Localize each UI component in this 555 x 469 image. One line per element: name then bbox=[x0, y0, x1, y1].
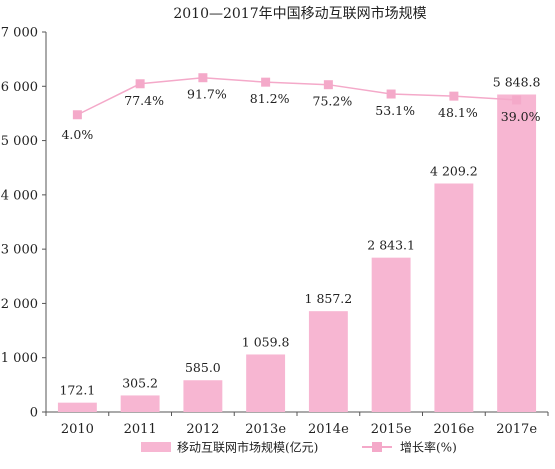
axes: 0 1 000 2 000 3 000 4 000 5 000 6 000 7 000 2010… bbox=[1, 26, 549, 437]
bar bbox=[371, 257, 411, 412]
legend-label-line: 增长率(%) bbox=[400, 440, 457, 455]
growth-value-label: 53.1% bbox=[375, 103, 415, 118]
bar bbox=[120, 395, 160, 412]
x-tick-label: 2010 bbox=[61, 422, 94, 437]
bar bbox=[497, 94, 537, 412]
y-tick-label: 2 000 bbox=[1, 297, 38, 312]
x-tick-label: 2016e bbox=[433, 422, 474, 437]
growth-value-label: 77.4% bbox=[124, 93, 164, 108]
growth-value-label: 91.7% bbox=[187, 87, 227, 102]
bar-value-label: 1 059.8 bbox=[242, 334, 290, 349]
legend: 移动互联网市场规模(亿元) 增长率(%) bbox=[141, 440, 457, 455]
bar-value-label: 172.1 bbox=[59, 383, 95, 398]
growth-marker bbox=[198, 73, 208, 83]
growth-value-label: 39.0% bbox=[501, 109, 541, 124]
growth-value-label: 81.2% bbox=[250, 91, 290, 106]
bar-value-label: 2 843.1 bbox=[367, 238, 415, 253]
bar-value-label: 1 857.2 bbox=[305, 291, 353, 306]
growth-value-label: 75.2% bbox=[313, 94, 353, 109]
y-tick-label: 0 bbox=[30, 406, 38, 421]
growth-marker bbox=[72, 110, 82, 120]
growth-value-label: 4.0% bbox=[61, 127, 93, 142]
x-tick-label: 2013e bbox=[245, 422, 286, 437]
x-tick-label: 2012 bbox=[186, 422, 219, 437]
growth-marker bbox=[386, 89, 396, 99]
y-tick-label: 1 000 bbox=[1, 351, 38, 366]
x-tick-label: 2011 bbox=[124, 422, 157, 437]
bar bbox=[308, 311, 348, 412]
bar-value-label: 305.2 bbox=[122, 375, 158, 390]
bar bbox=[183, 380, 223, 412]
bar bbox=[246, 354, 286, 412]
y-tick-label: 3 000 bbox=[1, 243, 38, 258]
bar-value-label: 585.0 bbox=[185, 360, 221, 375]
y-tick-label: 7 000 bbox=[1, 26, 38, 41]
growth-marker bbox=[261, 77, 271, 87]
legend-swatch-bars bbox=[141, 442, 171, 452]
x-tick-label: 2017e bbox=[496, 422, 537, 437]
data-labels: 172.1 305.2 585.0 1 059.8 1 857.2 2 843.1 4 20… bbox=[59, 74, 540, 397]
y-tick-label: 4 000 bbox=[1, 188, 38, 203]
growth-line bbox=[77, 76, 517, 116]
x-tick-label: 2015e bbox=[371, 422, 412, 437]
bar-value-label: 4 209.2 bbox=[430, 164, 478, 179]
bar-value-label: 5 848.8 bbox=[493, 74, 541, 89]
bar-series bbox=[57, 94, 537, 412]
x-tick-label: 2014e bbox=[308, 422, 349, 437]
bar bbox=[57, 402, 97, 412]
growth-marker bbox=[323, 80, 333, 90]
legend-label-bars: 移动互联网市场规模(亿元) bbox=[177, 440, 318, 455]
y-tick-label: 5 000 bbox=[1, 134, 38, 149]
legend-swatch-marker bbox=[372, 442, 382, 452]
growth-value-label: 48.1% bbox=[438, 105, 478, 120]
bar bbox=[434, 183, 474, 412]
y-tick-label: 6 000 bbox=[1, 80, 38, 95]
growth-marker bbox=[449, 91, 459, 101]
chart-title: 2010—2017年中国移动互联网市场规模 bbox=[173, 5, 426, 22]
line-series bbox=[72, 73, 522, 120]
growth-marker bbox=[512, 95, 522, 105]
growth-marker bbox=[135, 79, 145, 89]
